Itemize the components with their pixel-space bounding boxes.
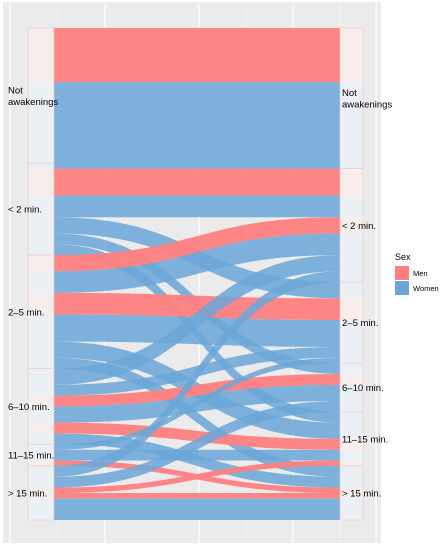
flow-women	[54, 255, 340, 385]
flow-men	[54, 460, 340, 493]
legend: Sex Men Women	[395, 252, 439, 295]
flow-women	[54, 163, 340, 169]
stratum-label-right: 2–5 min.	[342, 318, 378, 329]
flow-men	[54, 217, 340, 272]
flow-men	[54, 28, 340, 83]
stratum-label-left: 11–15 min.	[8, 451, 54, 462]
stratum-label-left: > 15 min.	[8, 488, 47, 499]
stratum-label-right: 6–10 min.	[342, 383, 384, 394]
flows-layer	[28, 28, 363, 520]
stratum-right	[339, 465, 364, 521]
flow-women	[54, 401, 340, 488]
strata-layer	[27, 27, 364, 521]
stratum-label-right: Not awakenings	[342, 88, 392, 111]
flow-men	[54, 168, 340, 196]
stratum-label-left: 2–5 min.	[8, 307, 44, 318]
stratum-left	[27, 162, 55, 256]
flow-women	[54, 195, 340, 218]
legend-label-women: Women	[413, 284, 439, 293]
flow-women	[54, 233, 340, 293]
stratum-label-right: < 2 min.	[342, 221, 376, 232]
flow-women	[54, 82, 340, 164]
flow-men	[54, 492, 340, 499]
flow-men	[54, 374, 340, 407]
flow-women	[54, 357, 340, 450]
legend-swatch-men	[395, 266, 409, 280]
stratum-label-right: 11–15 min.	[342, 434, 388, 445]
stratum-label-left: 6–10 min.	[8, 402, 50, 413]
flow-women	[54, 449, 340, 461]
stratum-labels: Not awakenings < 2 min. 2–5 min. 6–10 min. 11…	[8, 85, 392, 499]
flow-women	[54, 498, 340, 520]
flow-women	[54, 271, 340, 477]
stratum-label-right: > 15 min.	[342, 488, 381, 499]
flow-women	[54, 314, 340, 347]
flow-men	[54, 422, 340, 450]
stratum-left	[27, 254, 55, 369]
legend-swatch-women	[395, 281, 409, 295]
legend-title: Sex	[395, 252, 411, 262]
legend-label-men: Men	[413, 269, 428, 278]
stratum-label-left: < 2 min.	[8, 205, 42, 216]
stratum-left	[27, 27, 55, 164]
flow-women	[54, 357, 340, 477]
stratum-left	[27, 465, 55, 521]
stratum-label-left: Not awakenings	[8, 85, 58, 108]
